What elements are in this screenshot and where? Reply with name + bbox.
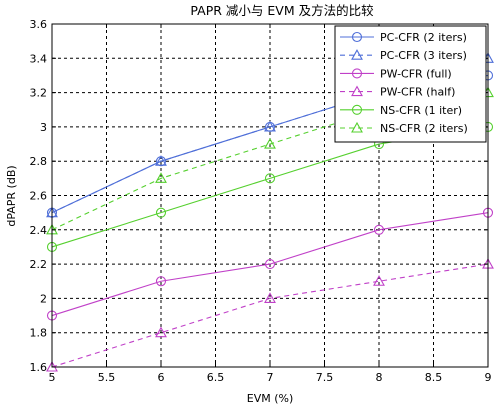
legend-marker [351,121,363,133]
x-tick-label: 9 [485,371,492,384]
legend-marker [351,31,363,43]
x-tick-label: 8 [376,371,383,384]
x-tick-label: 6 [158,371,165,384]
legend: PC-CFR (2 iters) PC-CFR (3 iters) PW-CFR (… [334,25,487,143]
data-point-marker [264,292,276,303]
legend-item-4: PW-CFR (half) [340,85,455,99]
data-point-marker [264,120,276,132]
y-tick-label: 1.8 [30,327,48,340]
data-point-marker [373,224,385,235]
y-tick-label: 1.6 [30,361,48,374]
legend-label: PW-CFR (full) [380,67,452,80]
y-tick-label: 2.4 [30,224,48,237]
y-tick-label: 2.8 [30,155,48,168]
data-point-marker [155,326,167,338]
legend-marker [351,68,363,79]
chart-title: PAPR 减小与 EVM 及方法的比较 [190,3,374,18]
x-tick-label: 8.5 [425,371,443,384]
data-point-marker [155,155,167,166]
legend-label: NS-CFR (1 iter) [380,104,462,117]
x-tick-label: 7 [267,371,274,384]
y-tick-label: 3.6 [30,18,48,31]
legend-item-6: NS-CFR (2 iters) [340,121,468,135]
legend-item-3: PW-CFR (full) [340,67,452,80]
x-tick-label: 7.5 [316,371,334,384]
axis-ticks: 5 5.5 6 6.5 7 7.5 8 8.5 9 1.6 1.8 2 2.2 2.4 2.6 2.8 3 3.2… [30,18,492,384]
x-tick-label: 6.5 [207,371,225,384]
data-point-marker [155,276,167,287]
y-tick-label: 3.4 [30,52,48,65]
data-point-marker [264,173,276,184]
y-axis-label: dPAPR (dB) [5,165,18,226]
x-tick-label: 5.5 [98,371,116,384]
data-point-marker [155,207,167,218]
series-line [51,92,489,231]
legend-marker [351,104,363,115]
y-tick-label: 2.2 [30,258,48,271]
legend-label: PC-CFR (2 iters) [380,31,467,44]
legend-marker [351,49,363,60]
legend-label: NS-CFR (2 iters) [380,122,468,135]
x-axis-label: EVM (%) [247,392,294,405]
data-point-marker [264,259,276,270]
series-line [51,263,489,368]
x-tick-label: 5 [49,371,56,384]
legend-item-2: PC-CFR (3 iters) [340,49,467,62]
series-line [51,212,489,317]
data-point-marker [373,275,385,286]
legend-label: PW-CFR (half) [380,86,455,99]
legend-item-1: PC-CFR (2 iters) [340,31,467,44]
data-point-marker [155,172,167,183]
y-tick-label: 2.6 [30,190,48,203]
legend-box [334,25,487,143]
y-tick-label: 2 [40,292,47,305]
legend-item-5: NS-CFR (1 iter) [340,104,462,117]
legend-label: PC-CFR (3 iters) [380,49,467,62]
legend-marker [351,85,363,97]
y-tick-label: 3.2 [30,87,48,100]
data-point-marker [264,137,276,149]
y-tick-label: 3 [40,121,47,134]
